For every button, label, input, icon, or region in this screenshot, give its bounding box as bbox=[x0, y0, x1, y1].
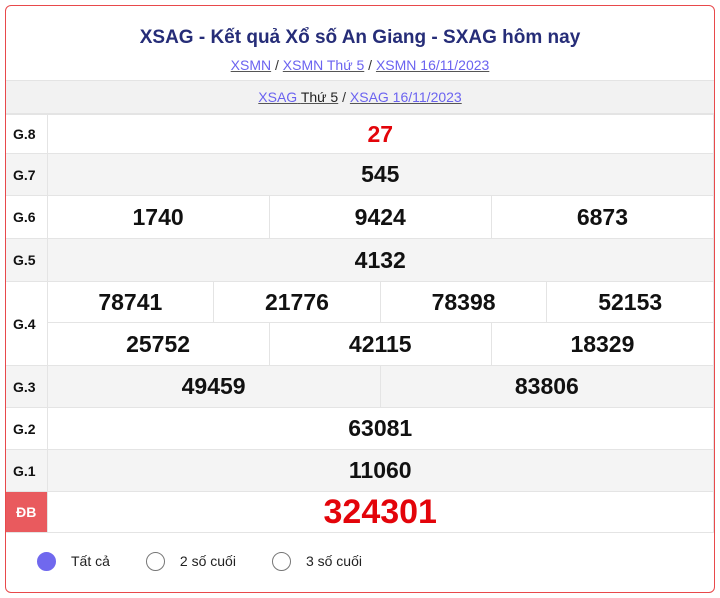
prize-number: 11060 bbox=[46, 449, 714, 492]
separator: / bbox=[368, 57, 373, 73]
row-g1: G.1 11060 bbox=[6, 449, 714, 492]
prize-label: G.5 bbox=[6, 238, 48, 282]
filter-last-3[interactable]: 3 số cuối bbox=[271, 551, 362, 571]
separator: / bbox=[275, 57, 279, 73]
prize-number: 9424 bbox=[268, 196, 491, 238]
radio-selected-icon[interactable] bbox=[37, 551, 56, 571]
prize-number: 52153 bbox=[546, 282, 713, 322]
row-g5: G.5 4132 bbox=[6, 238, 714, 282]
prize-number: 4132 bbox=[46, 238, 714, 282]
separator: / bbox=[342, 89, 346, 105]
option-label: 2 số cuối bbox=[179, 553, 236, 569]
prize-number: 78741 bbox=[98, 288, 163, 315]
row-g3: G.3 49459 83806 bbox=[6, 365, 714, 408]
prize-number: 1740 bbox=[132, 203, 184, 230]
prize-label: G.8 bbox=[6, 114, 48, 154]
link-xsmn[interactable]: XSMN bbox=[230, 57, 272, 73]
prize-number: 18329 bbox=[490, 323, 713, 365]
prize-label: G.4 bbox=[6, 281, 48, 366]
row-g6: G.6 1740 9424 6873 bbox=[6, 195, 714, 239]
prize-number: 78398 bbox=[379, 282, 547, 322]
row-g7: G.7 545 bbox=[6, 153, 714, 196]
prize-label: G.2 bbox=[6, 407, 48, 450]
link-xsmn-thu5[interactable]: XSMN Thứ 5 bbox=[282, 57, 365, 73]
prize-label: ĐB bbox=[6, 491, 48, 533]
sub-nav: XSAG Thứ 5 / XSAG 16/11/2023 bbox=[6, 81, 714, 114]
row-g2: G.2 63081 bbox=[6, 407, 714, 450]
breadcrumb: XSMN / XSMN Thứ 5 / XSMN 16/11/2023 bbox=[6, 57, 714, 73]
prize-number: 545 bbox=[46, 153, 714, 196]
radio-icon[interactable] bbox=[271, 551, 291, 571]
prize-number: 83806 bbox=[379, 366, 713, 407]
results-card: XSAG - Kết quả Xổ số An Giang - SXAG hôm… bbox=[5, 5, 715, 593]
prize-number: 25752 bbox=[126, 330, 191, 357]
prize-label: G.7 bbox=[6, 153, 48, 196]
prize-number: 42115 bbox=[268, 323, 491, 365]
row-g8: G.8 27 bbox=[6, 114, 714, 154]
row-g4: G.4 78741 21776 78398 52153 25752 42115 18329 bbox=[6, 281, 714, 366]
results-table: G.8 27 G.7 545 G.6 1740 9424 6873 G.5 4132 G.4… bbox=[6, 114, 714, 533]
link-xsag-thu5[interactable]: XSAG Thứ 5 bbox=[258, 89, 338, 105]
prize-label: G.1 bbox=[6, 449, 48, 492]
prize-number: 21776 bbox=[213, 282, 380, 322]
option-label: 3 số cuối bbox=[305, 553, 362, 569]
link-text: Thứ 5 bbox=[300, 89, 339, 105]
header: XSAG - Kết quả Xổ số An Giang - SXAG hôm… bbox=[6, 6, 714, 81]
filter-all[interactable]: Tất cả bbox=[37, 551, 110, 571]
row-special: ĐB 324301 bbox=[6, 491, 714, 533]
page-title: XSAG - Kết quả Xổ số An Giang - SXAG hôm… bbox=[139, 27, 581, 48]
prize-number: 27 bbox=[46, 114, 714, 154]
radio-icon[interactable] bbox=[145, 551, 165, 571]
option-label: Tất cả bbox=[71, 553, 110, 569]
prize-number: 49459 bbox=[181, 373, 246, 399]
link-xsmn-date[interactable]: XSMN 16/11/2023 bbox=[375, 57, 490, 73]
prize-label: G.6 bbox=[6, 195, 48, 239]
filter-last-2[interactable]: 2 số cuối bbox=[145, 551, 236, 571]
prize-label: G.3 bbox=[6, 365, 48, 408]
link-xsag-date[interactable]: XSAG 16/11/2023 bbox=[349, 89, 462, 105]
prize-number: 6873 bbox=[490, 196, 713, 238]
link-text: XSAG bbox=[258, 89, 298, 105]
prize-number: 63081 bbox=[46, 407, 714, 450]
special-prize-number: 324301 bbox=[46, 491, 714, 533]
digit-filter: Tất cả 2 số cuối 3 số cuối bbox=[6, 533, 714, 589]
